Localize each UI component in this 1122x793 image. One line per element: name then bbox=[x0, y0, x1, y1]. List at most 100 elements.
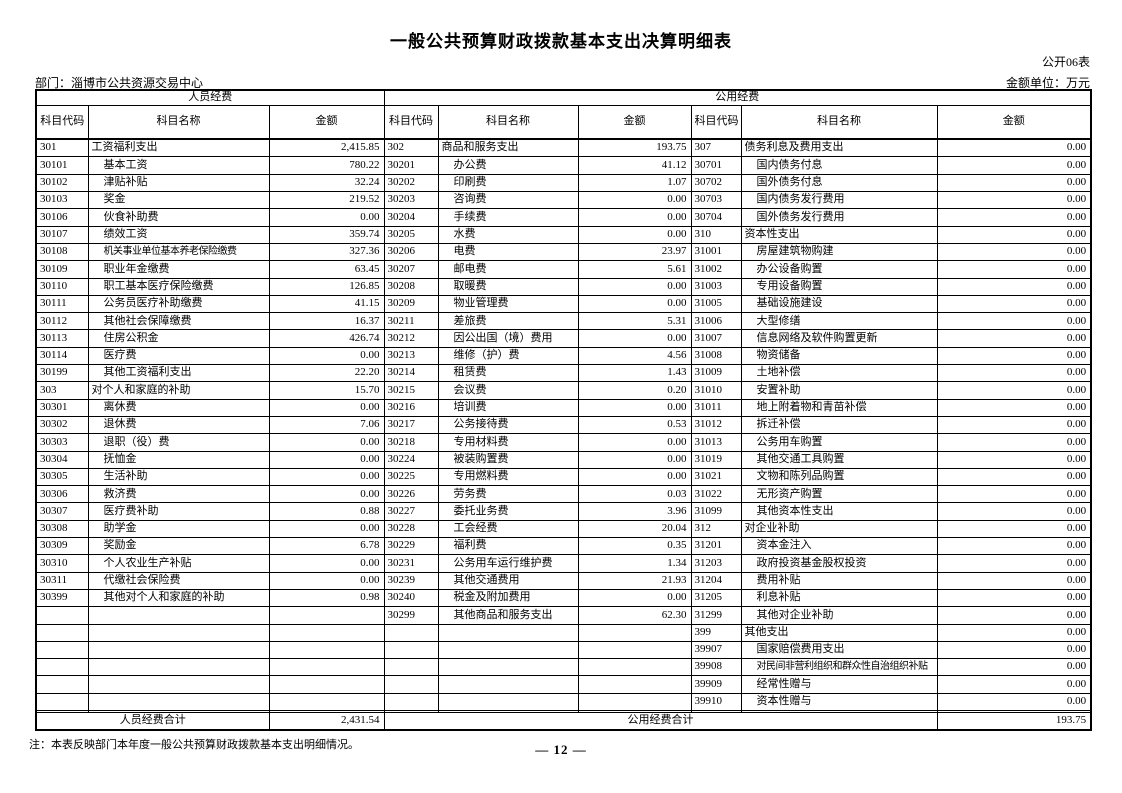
amount-cell: 0.00 bbox=[268, 208, 385, 227]
subject-name-cell: 经常性赠与 bbox=[740, 675, 938, 694]
amount-cell: 0.00 bbox=[577, 450, 692, 469]
column-header-name: 科目名称 bbox=[87, 104, 270, 140]
amount-cell: 0.00 bbox=[936, 467, 1092, 487]
subject-name-cell: 对企业补助 bbox=[740, 519, 938, 539]
subject-name-cell: 维修（护）费 bbox=[437, 346, 579, 366]
subject-code-cell: 30199 bbox=[35, 364, 89, 383]
amount-cell: 0.35 bbox=[577, 537, 692, 556]
subject-code-cell: 30239 bbox=[383, 571, 439, 590]
amount-cell: 0.00 bbox=[936, 415, 1092, 435]
subject-code-cell: 30204 bbox=[383, 208, 439, 227]
subject-name-cell: 办公费 bbox=[437, 156, 579, 175]
subject-code-cell: 399 bbox=[690, 623, 742, 642]
subject-code-cell: 30209 bbox=[383, 294, 439, 314]
amount-cell: 6.78 bbox=[268, 537, 385, 556]
subject-name-cell: 公务员医疗补助缴费 bbox=[87, 294, 270, 314]
amount-cell: 0.00 bbox=[936, 156, 1092, 175]
subject-code-cell: 30202 bbox=[383, 173, 439, 193]
amount-cell: 20.04 bbox=[577, 519, 692, 539]
amount-cell: 0.00 bbox=[936, 329, 1092, 348]
amount-cell bbox=[577, 692, 692, 711]
subject-code-cell: 30111 bbox=[35, 294, 89, 314]
subject-name-cell: 办公设备购置 bbox=[740, 260, 938, 279]
subject-code-cell bbox=[35, 692, 89, 711]
subject-code-cell: 30214 bbox=[383, 364, 439, 383]
subject-name-cell: 职工基本医疗保险缴费 bbox=[87, 277, 270, 296]
subject-code-cell: 31001 bbox=[690, 242, 742, 262]
amount-cell: 0.00 bbox=[268, 519, 385, 539]
subject-code-cell: 30702 bbox=[690, 173, 742, 193]
amount-cell: 0.00 bbox=[936, 242, 1092, 262]
amount-cell: 126.85 bbox=[268, 277, 385, 296]
subject-name-cell: 基础设施建设 bbox=[740, 294, 938, 314]
subject-code-cell: 31009 bbox=[690, 364, 742, 383]
amount-cell: 5.61 bbox=[577, 260, 692, 279]
amount-cell: 0.00 bbox=[936, 381, 1092, 400]
amount-cell: 0.00 bbox=[936, 502, 1092, 521]
subject-code-cell: 30231 bbox=[383, 554, 439, 573]
subject-code-cell: 30310 bbox=[35, 554, 89, 573]
subject-code-cell: 30307 bbox=[35, 502, 89, 521]
subject-name-cell: 物业管理费 bbox=[437, 294, 579, 314]
personnel-total-amount: 2,431.54 bbox=[268, 711, 385, 731]
amount-cell: 0.00 bbox=[936, 277, 1092, 296]
subject-code-cell: 30112 bbox=[35, 312, 89, 331]
amount-cell: 0.00 bbox=[268, 346, 385, 366]
amount-cell bbox=[268, 623, 385, 642]
subject-name-cell: 医疗费 bbox=[87, 346, 270, 366]
amount-cell: 0.00 bbox=[936, 537, 1092, 556]
subject-name-cell bbox=[437, 658, 579, 677]
amount-cell: 0.00 bbox=[936, 312, 1092, 331]
subject-name-cell: 绩效工资 bbox=[87, 225, 270, 244]
subject-name-cell bbox=[87, 606, 270, 625]
amount-cell: 16.37 bbox=[268, 312, 385, 331]
subject-code-cell: 39907 bbox=[690, 640, 742, 660]
subject-name-cell bbox=[87, 623, 270, 642]
subject-name-cell: 邮电费 bbox=[437, 260, 579, 279]
table-row: 30103 奖金 219.52 30203 咨询费 0.00 30703 国内债务发行费用 0.… bbox=[35, 191, 1092, 210]
subject-code-cell: 30704 bbox=[690, 208, 742, 227]
amount-cell: 63.45 bbox=[268, 260, 385, 279]
subject-code-cell: 30227 bbox=[383, 502, 439, 521]
subject-code-cell: 30240 bbox=[383, 588, 439, 608]
amount-cell: 21.93 bbox=[577, 571, 692, 590]
subject-code-cell: 30113 bbox=[35, 329, 89, 348]
subject-name-cell: 公务用车购置 bbox=[740, 433, 938, 452]
column-header-code: 科目代码 bbox=[690, 104, 742, 140]
subject-code-cell: 30114 bbox=[35, 346, 89, 366]
amount-cell: 0.00 bbox=[577, 588, 692, 608]
table-row: 30108 机关事业单位基本养老保险缴费 327.36 30206 电费 23.97 310… bbox=[35, 242, 1092, 262]
subject-name-cell: 债务利息及费用支出 bbox=[740, 138, 938, 158]
subject-name-cell: 资本金注入 bbox=[740, 537, 938, 556]
amount-cell: 0.00 bbox=[936, 208, 1092, 227]
amount-cell: 3.96 bbox=[577, 502, 692, 521]
subject-name-cell: 其他支出 bbox=[740, 623, 938, 642]
subject-code-cell: 31021 bbox=[690, 467, 742, 487]
column-header-amount: 金额 bbox=[936, 104, 1092, 140]
subject-code-cell: 30399 bbox=[35, 588, 89, 608]
subject-code-cell: 30207 bbox=[383, 260, 439, 279]
form-code-label: 公开06表 bbox=[1041, 55, 1090, 69]
subject-code-cell: 31010 bbox=[690, 381, 742, 400]
subject-name-cell bbox=[437, 675, 579, 694]
public-total-label: 公用经费合计 bbox=[383, 711, 938, 731]
section-header-public: 公用经费 bbox=[383, 89, 1092, 106]
subject-name-cell: 土地补偿 bbox=[740, 364, 938, 383]
subject-name-cell bbox=[87, 640, 270, 660]
amount-cell: 0.00 bbox=[577, 294, 692, 314]
subject-name-cell: 奖金 bbox=[87, 191, 270, 210]
amount-cell: 0.00 bbox=[268, 467, 385, 487]
amount-cell: 0.00 bbox=[268, 433, 385, 452]
amount-cell: 219.52 bbox=[268, 191, 385, 210]
table-row: 30114 医疗费 0.00 30213 维修（护）费 4.56 31008 物资储备 0.00 bbox=[35, 346, 1092, 366]
subject-code-cell: 30101 bbox=[35, 156, 89, 175]
amount-cell bbox=[268, 606, 385, 625]
column-header-code: 科目代码 bbox=[383, 104, 439, 140]
subject-name-cell: 工资福利支出 bbox=[87, 138, 270, 158]
subject-code-cell: 30205 bbox=[383, 225, 439, 244]
subject-code-cell: 31006 bbox=[690, 312, 742, 331]
section-header-row: 人员经费 公用经费 bbox=[35, 89, 1092, 106]
subject-code-cell: 30217 bbox=[383, 415, 439, 435]
subject-code-cell: 30212 bbox=[383, 329, 439, 348]
column-header-name: 科目名称 bbox=[740, 104, 938, 140]
